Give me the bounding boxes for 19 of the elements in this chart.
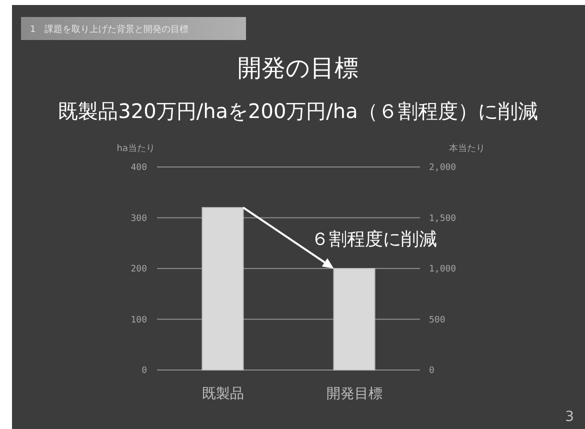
y-tick-label: 0 bbox=[142, 366, 147, 376]
y2-tick-label: 1,500 bbox=[429, 214, 456, 224]
y2-tick-label: 500 bbox=[429, 315, 446, 326]
y2-axis-title: 本当たり bbox=[449, 143, 485, 154]
y2-tick-label: 1,000 bbox=[429, 264, 456, 274]
y-tick-label: 100 bbox=[130, 315, 147, 326]
text: 1 課題を取り上げた背景と開発の目標 bbox=[30, 24, 189, 35]
annotation: ６割程度に削減 bbox=[311, 229, 437, 250]
text: 3 bbox=[565, 409, 574, 425]
y-axis-title: ha当たり bbox=[116, 143, 155, 154]
y-tick-label: 300 bbox=[130, 214, 147, 224]
y2-tick-label: 2,000 bbox=[429, 163, 456, 173]
chart-subtitle: 既製品320万円/haを200万円/ha（６割程度）に削減 bbox=[58, 99, 538, 123]
x-tick-label: 開発目標 bbox=[326, 386, 382, 402]
y-tick-label: 200 bbox=[130, 264, 147, 274]
x-tick-label: 既製品 bbox=[202, 386, 244, 402]
chart-title: 開発の目標 bbox=[238, 54, 358, 82]
y-tick-label: 400 bbox=[130, 163, 147, 173]
y2-tick-label: 0 bbox=[429, 366, 434, 376]
